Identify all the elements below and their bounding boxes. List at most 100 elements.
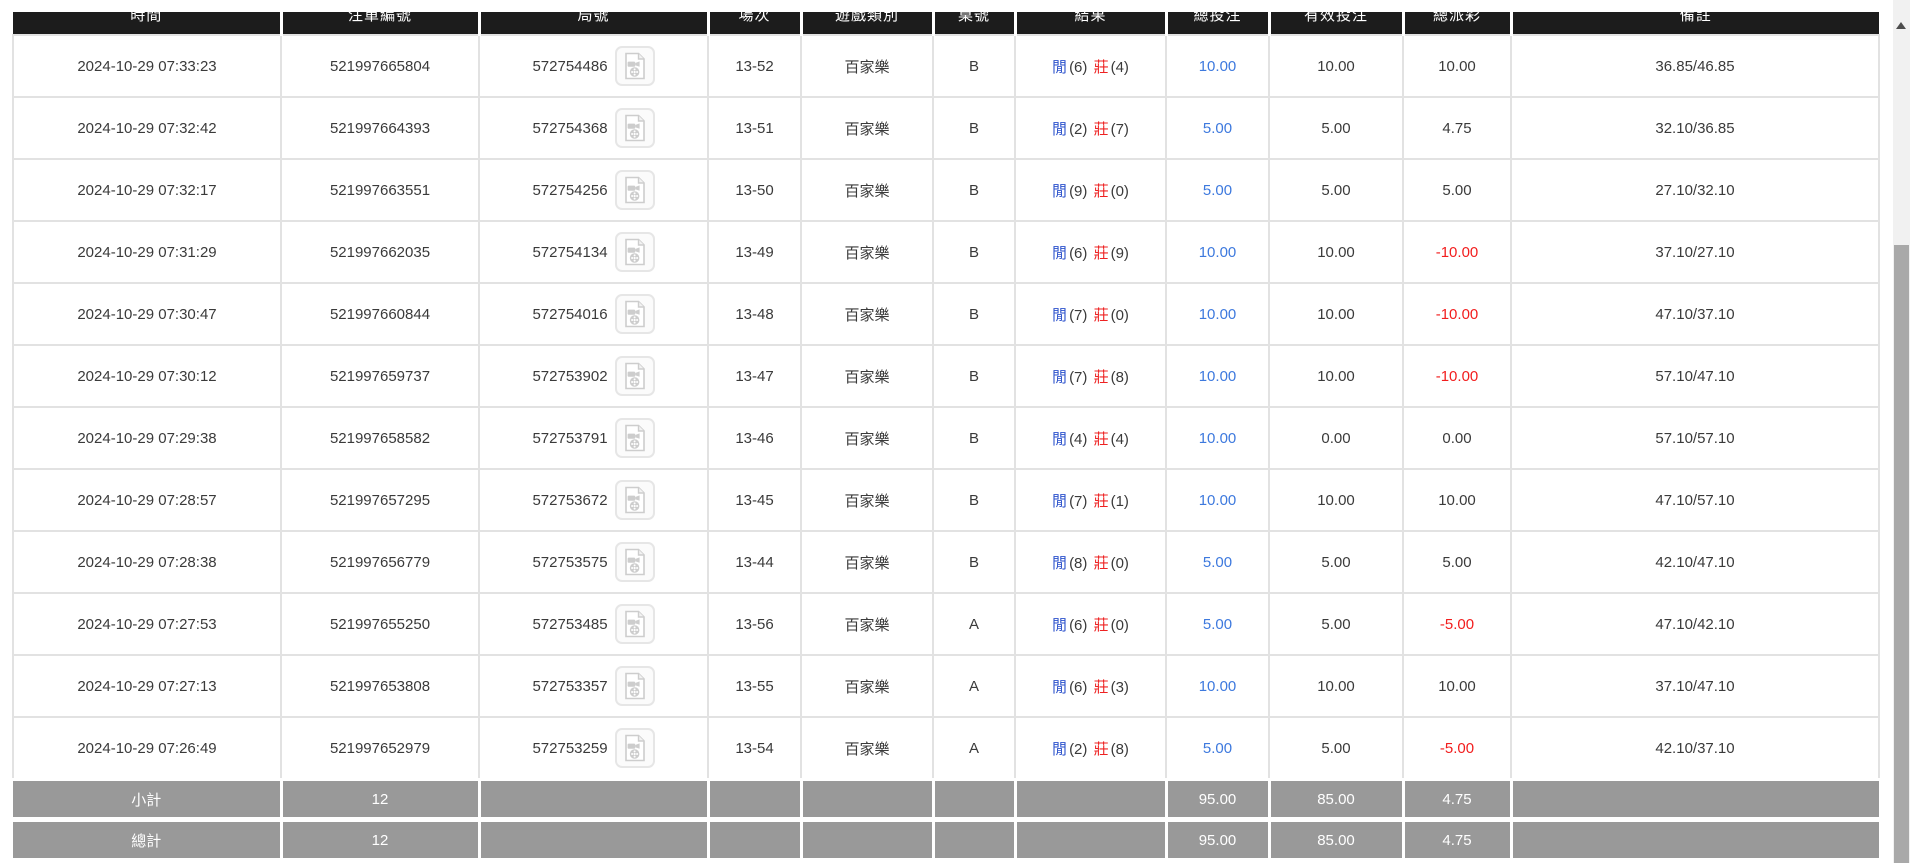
banker-points: (1) (1110, 492, 1129, 510)
total-bet-link[interactable]: 5.00 (1165, 96, 1270, 160)
player-points: (9) (1069, 182, 1088, 200)
header-round-number: 局號 (477, 12, 710, 36)
cell-round-number: 572753791 (478, 406, 709, 470)
grand-total-row: 總計 12 95.00 85.00 4.75 (13, 817, 1879, 861)
cell-bet-number: 521997653808 (280, 654, 480, 718)
cell-session: 13-44 (707, 530, 802, 594)
round-number: 572753575 (532, 553, 608, 571)
video-document-icon (624, 114, 645, 142)
video-replay-button[interactable] (614, 418, 655, 458)
total-bet-link[interactable]: 10.00 (1165, 406, 1270, 470)
cell-result: 閒 (6) 莊 (0) (1014, 592, 1167, 656)
cell-bet-number: 521997657295 (280, 468, 480, 532)
round-number: 572753485 (532, 615, 608, 633)
cell-payout: 5.00 (1402, 530, 1512, 594)
banker-points: (8) (1110, 368, 1129, 386)
cell-game-type: 百家樂 (800, 468, 934, 532)
video-replay-button[interactable] (614, 480, 655, 520)
cell-time: 2024-10-29 07:27:13 (12, 654, 282, 718)
round-number: 572753259 (532, 739, 608, 757)
total-bet-link[interactable]: 10.00 (1165, 34, 1270, 98)
video-replay-button[interactable] (614, 170, 655, 210)
cell-result: 閒 (6) 莊 (3) (1014, 654, 1167, 718)
cell-payout: -10.00 (1402, 220, 1512, 284)
header-time: 時間 (13, 12, 283, 36)
header-result: 結果 (1013, 12, 1168, 36)
cell-bet-number: 521997663551 (280, 158, 480, 222)
header-total-payout: 總派彩 (1401, 12, 1513, 36)
cell-table-code: A (932, 716, 1016, 781)
player-points: (7) (1069, 306, 1088, 324)
player-points: (6) (1069, 244, 1088, 262)
table-row: 2024-10-29 07:27:13 521997653808 5727533… (12, 654, 1880, 718)
round-number: 572754016 (532, 305, 608, 323)
player-result-label: 閒 (1052, 306, 1068, 324)
player-result-label: 閒 (1052, 430, 1068, 448)
cell-bet-number: 521997655250 (280, 592, 480, 656)
table-header-row: 時間 注單編號 局號 場次 遊戲類別 桌號 結果 總投注 有效投注 總派彩 備註 (13, 12, 1879, 36)
banker-result-label: 莊 (1093, 678, 1109, 696)
video-replay-button[interactable] (614, 356, 655, 396)
video-replay-button[interactable] (614, 232, 655, 272)
total-bet-link[interactable]: 5.00 (1165, 530, 1270, 594)
grand-total-total-bet: 95.00 (1164, 817, 1271, 861)
cell-game-type: 百家樂 (800, 282, 934, 346)
total-bet-link[interactable]: 10.00 (1165, 654, 1270, 718)
cell-time: 2024-10-29 07:30:47 (12, 282, 282, 346)
subtotal-row: 小計 12 95.00 85.00 4.75 (13, 778, 1879, 821)
video-document-icon (624, 610, 645, 638)
cell-bet-number: 521997656779 (280, 530, 480, 594)
cell-valid-bet: 5.00 (1268, 96, 1404, 160)
banker-points: (9) (1110, 244, 1129, 262)
video-replay-button[interactable] (614, 108, 655, 148)
player-points: (4) (1069, 430, 1088, 448)
video-replay-button[interactable] (614, 542, 655, 582)
round-number: 572753672 (532, 491, 608, 509)
cell-payout: 10.00 (1402, 654, 1512, 718)
cell-remark: 47.10/37.10 (1510, 282, 1880, 346)
banker-points: (4) (1110, 58, 1129, 76)
banker-result-label: 莊 (1093, 182, 1109, 200)
cell-remark: 37.10/27.10 (1510, 220, 1880, 284)
cell-time: 2024-10-29 07:33:23 (12, 34, 282, 98)
video-replay-button[interactable] (614, 604, 655, 644)
round-number: 572753902 (532, 367, 608, 385)
cell-valid-bet: 5.00 (1268, 592, 1404, 656)
cell-valid-bet: 10.00 (1268, 34, 1404, 98)
scrollbar-thumb[interactable] (1894, 245, 1909, 863)
total-bet-link[interactable]: 5.00 (1165, 592, 1270, 656)
banker-result-label: 莊 (1093, 58, 1109, 76)
total-bet-link[interactable]: 5.00 (1165, 158, 1270, 222)
header-total-bet: 總投注 (1164, 12, 1271, 36)
total-bet-link[interactable]: 10.00 (1165, 220, 1270, 284)
round-number: 572754256 (532, 181, 608, 199)
banker-result-label: 莊 (1093, 430, 1109, 448)
total-bet-link[interactable]: 5.00 (1165, 716, 1270, 781)
cell-round-number: 572753485 (478, 592, 709, 656)
cell-table-code: B (932, 34, 1016, 98)
total-bet-link[interactable]: 10.00 (1165, 468, 1270, 532)
cell-round-number: 572753575 (478, 530, 709, 594)
cell-game-type: 百家樂 (800, 96, 934, 160)
banker-points: (0) (1110, 554, 1129, 572)
scrollbar-up-arrow-icon[interactable] (1896, 22, 1906, 29)
total-bet-link[interactable]: 10.00 (1165, 344, 1270, 408)
player-points: (6) (1069, 58, 1088, 76)
cell-time: 2024-10-29 07:27:53 (12, 592, 282, 656)
video-document-icon (624, 734, 645, 762)
banker-points: (7) (1110, 120, 1129, 138)
vertical-scrollbar[interactable] (1893, 0, 1910, 863)
video-replay-button[interactable] (614, 46, 655, 86)
cell-result: 閒 (2) 莊 (7) (1014, 96, 1167, 160)
video-replay-button[interactable] (614, 294, 655, 334)
total-bet-link[interactable]: 10.00 (1165, 282, 1270, 346)
video-replay-button[interactable] (614, 666, 655, 706)
table-row: 2024-10-29 07:30:12 521997659737 5727539… (12, 344, 1880, 408)
video-replay-button[interactable] (614, 728, 655, 768)
banker-result-label: 莊 (1093, 616, 1109, 634)
player-points: (2) (1069, 120, 1088, 138)
table-row: 2024-10-29 07:29:38 521997658582 5727537… (12, 406, 1880, 470)
cell-round-number: 572753902 (478, 344, 709, 408)
cell-round-number: 572753672 (478, 468, 709, 532)
cell-session: 13-46 (707, 406, 802, 470)
